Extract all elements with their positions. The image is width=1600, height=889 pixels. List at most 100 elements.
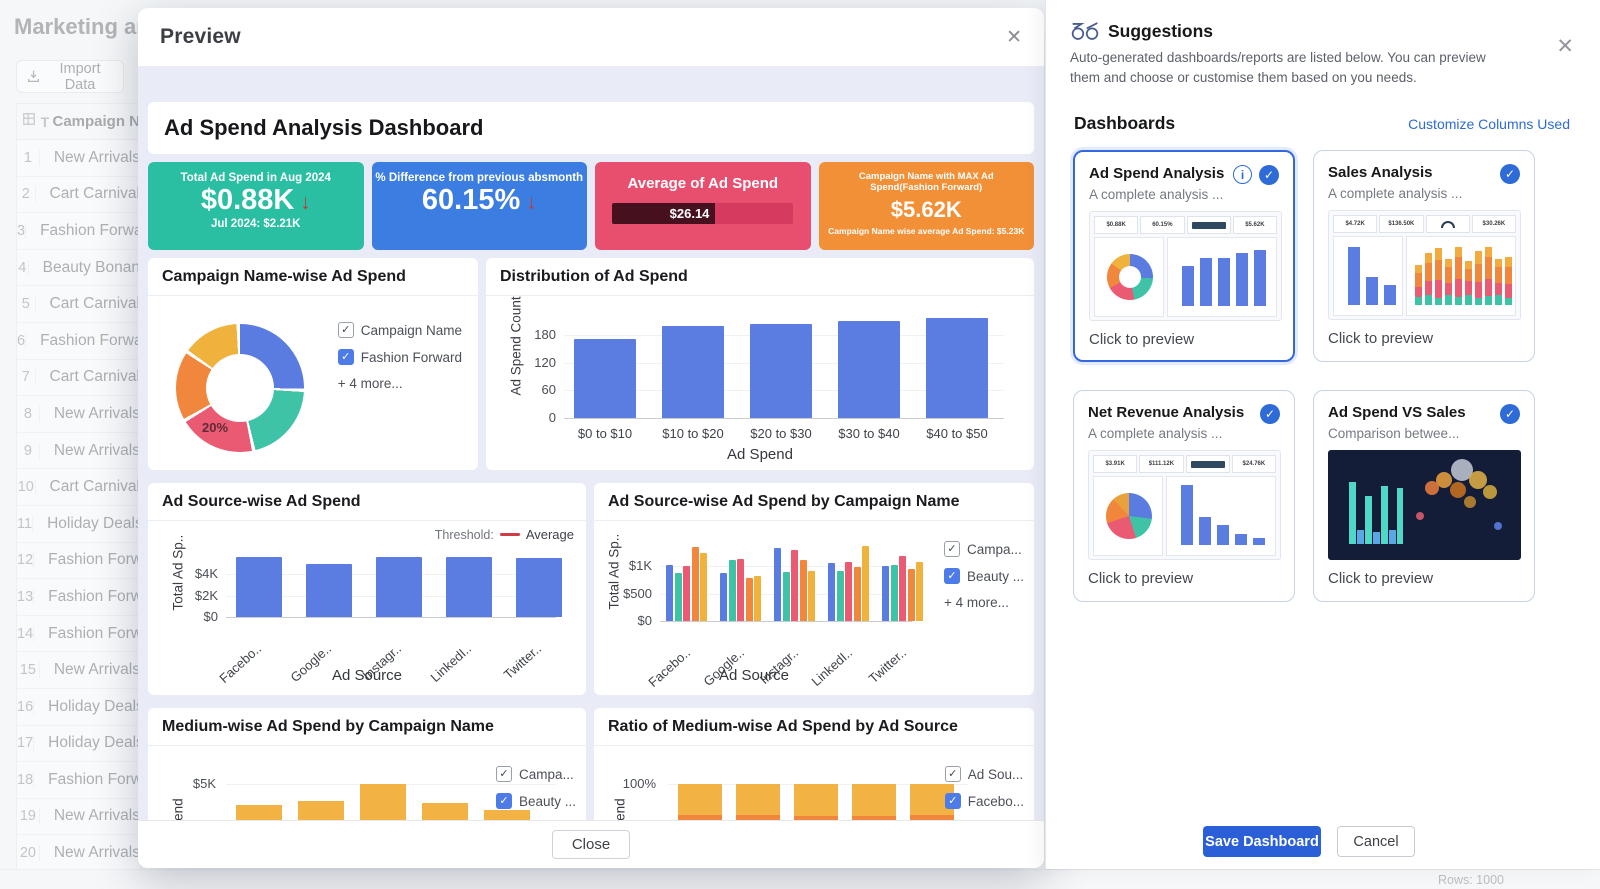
bar: [750, 324, 812, 418]
modal-title: Preview: [160, 25, 241, 48]
dashboard-card-2[interactable]: Sales Analysis ✓ A complete analysis ... $4…: [1313, 150, 1535, 362]
stacked-bar: [852, 784, 896, 820]
thumb-kpi-row: $0.88K 60.15% $5.62K: [1094, 216, 1277, 234]
bar: [926, 318, 988, 418]
mini-pie: [1106, 493, 1152, 539]
legend-item[interactable]: ✓ Facebo...: [944, 793, 1024, 809]
legend-checkbox[interactable]: ✓: [337, 349, 354, 365]
mini-bar: [1384, 285, 1396, 305]
mini-seg: [1465, 295, 1472, 305]
selected-check-icon[interactable]: ✓: [1260, 404, 1280, 424]
kpi-card-1: Total Ad Spend in Aug 2024 $0.88K ↓ Jul 20…: [148, 162, 364, 250]
legend-item: + 4 more...: [944, 595, 1024, 610]
legend-item[interactable]: ✓ Beauty ...: [495, 793, 576, 809]
mini-seg: [1415, 287, 1422, 297]
bar: [899, 556, 907, 621]
suggestions-description: Auto-generated dashboards/reports are li…: [1070, 50, 1486, 85]
mini-stack: [1455, 247, 1462, 305]
mini-seg: [1485, 279, 1492, 296]
selected-check-icon[interactable]: ✓: [1259, 165, 1279, 185]
legend-checkbox[interactable]: ✓: [944, 793, 961, 809]
info-icon[interactable]: i: [1233, 165, 1252, 184]
legend-checkbox[interactable]: ✓: [944, 766, 961, 782]
chart-title: Distribution of Ad Spend: [500, 267, 688, 285]
donut-hole: [206, 354, 274, 422]
mini-bar: [1236, 253, 1248, 306]
x-axis-line: [564, 418, 1004, 419]
zia-icon: [1071, 22, 1099, 40]
close-button[interactable]: Close: [552, 830, 630, 859]
thumb-kpi: $0.88K: [1094, 216, 1139, 234]
legend-item[interactable]: ✓ Beauty ...: [943, 568, 1024, 584]
chart-card-distribution: Distribution of Ad Spend 0 60 120 180 Ad Spe…: [486, 258, 1034, 470]
dashboard-card-1[interactable]: Ad Spend Analysis i ✓ A complete analysis .…: [1073, 150, 1295, 362]
chart-title: Medium-wise Ad Spend by Campaign Name: [162, 717, 494, 735]
threshold-legend: Threshold: Average: [435, 527, 574, 542]
modal-close-icon[interactable]: ✕: [1006, 26, 1022, 48]
legend-checkbox[interactable]: ✓: [495, 766, 512, 782]
bar: [737, 559, 745, 621]
legend-label: + 4 more...: [337, 376, 403, 391]
mini-seg: [1485, 247, 1492, 257]
mini-donut: [1107, 254, 1153, 300]
threshold-label: Threshold:: [434, 527, 494, 542]
gridline: [660, 566, 912, 568]
mini-stack: [1505, 257, 1512, 305]
mini-bar: [1235, 534, 1247, 545]
thumb-groupbars: [1333, 458, 1403, 558]
chart-legend: ✓Campa...✓Beauty ...+ 4 more: [495, 766, 576, 820]
customize-columns-link[interactable]: Customize Columns Used: [1408, 115, 1570, 132]
legend-label: Ad Sou...: [967, 766, 1024, 782]
chart-card-ratio-medium: Ratio of Medium-wise Ad Spend by Ad Sour…: [594, 708, 1034, 820]
legend-item[interactable]: ✓ Campaign Name: [337, 322, 462, 338]
dashboard-thumbnail: $0.88K 60.15% $5.62K: [1089, 211, 1282, 321]
stack-segment: [298, 800, 344, 820]
bar: [836, 571, 844, 621]
kpi-title: Average of Ad Spend: [627, 175, 779, 192]
panel-close-icon[interactable]: ✕: [1556, 35, 1574, 58]
mini-bar: [1181, 485, 1193, 545]
legend-checkbox[interactable]: ✓: [337, 322, 354, 338]
chart-card-campaign-donut: Campaign Name-wise Ad Spend 20% ✓ Campaign…: [148, 258, 478, 470]
bar: [745, 578, 753, 621]
selected-check-icon[interactable]: ✓: [1500, 164, 1520, 184]
card-title: Ad Spend VS Sales: [1328, 404, 1466, 421]
y-tick-label: 120: [534, 354, 556, 370]
bar: [376, 557, 422, 617]
mini-seg: [1445, 283, 1452, 295]
legend-item[interactable]: ✓ Ad Sou...: [944, 766, 1024, 782]
x-axis-title: Ad Spend: [727, 446, 793, 463]
legend-item[interactable]: ✓ Campa...: [943, 541, 1024, 557]
legend-item[interactable]: ✓ Campa...: [495, 766, 576, 782]
thumb-donut: [1094, 237, 1164, 317]
y-axis-label: d Spend: [171, 794, 186, 820]
mini-bar-short: [1357, 530, 1364, 544]
bubble: [1416, 512, 1424, 520]
legend-item[interactable]: ✓ Fashion Forward: [337, 349, 462, 365]
mini-seg: [1455, 297, 1462, 305]
x-axis-title: Ad Source: [331, 667, 403, 684]
legend-checkbox[interactable]: ✓: [495, 793, 512, 809]
legend-label: Fashion Forward: [360, 349, 462, 365]
bar: [799, 560, 807, 621]
bubble: [1494, 522, 1502, 530]
stacked-bar: [794, 784, 838, 820]
y-axis-label: Ad Spend Count: [508, 296, 524, 396]
selected-check-icon[interactable]: ✓: [1500, 404, 1520, 424]
bar: [774, 548, 782, 621]
bar: [516, 558, 562, 617]
mini-seg: [1425, 281, 1432, 295]
legend-checkbox[interactable]: ✓: [943, 568, 960, 584]
bar: [782, 572, 790, 621]
kpi-row: Total Ad Spend in Aug 2024 $0.88K ↓ Jul 20…: [148, 162, 1034, 250]
dashboard-card-4[interactable]: Ad Spend VS Sales ✓ Comparison betwee... Cl…: [1313, 390, 1535, 602]
stack-segment: [852, 784, 896, 817]
stack-segment: [484, 810, 530, 820]
save-dashboard-button[interactable]: Save Dashboard: [1203, 826, 1321, 857]
legend-checkbox[interactable]: ✓: [943, 541, 960, 557]
dashboard-card-3[interactable]: Net Revenue Analysis ✓ A complete analysis…: [1073, 390, 1295, 602]
cancel-button[interactable]: Cancel: [1337, 826, 1415, 857]
dashboard-title: Ad Spend Analysis Dashboard: [164, 115, 484, 140]
mini-seg: [1435, 298, 1442, 305]
mini-bar: [1254, 250, 1266, 306]
